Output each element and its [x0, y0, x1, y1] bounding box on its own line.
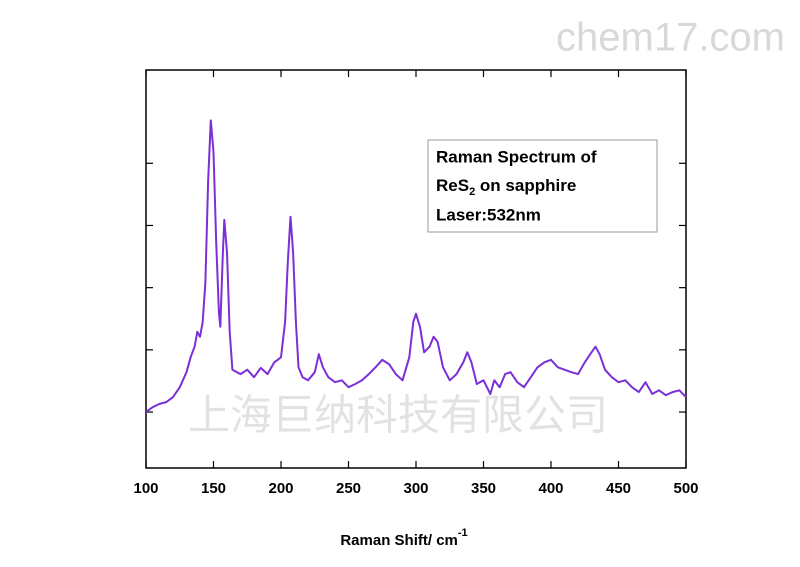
- x-tick-label: 250: [336, 480, 361, 497]
- x-tick-label: 350: [471, 480, 496, 497]
- x-tick-label: 400: [538, 480, 563, 497]
- annotation-part: on sapphire: [475, 176, 576, 195]
- annotation: Laser:532nm: [436, 205, 541, 224]
- x-tick-label: 200: [268, 480, 293, 497]
- annotation-part: ReS: [436, 176, 469, 195]
- annotation-box: [427, 139, 658, 233]
- x-tick-label: 150: [201, 480, 226, 497]
- watermark: chem17.com: [556, 16, 785, 60]
- spectrum-line: [145, 119, 687, 413]
- x-axis-label-superscript: -1: [458, 527, 468, 539]
- x-tick-label: 500: [673, 480, 698, 497]
- x-tick-label: 300: [403, 480, 428, 497]
- watermark: 上海巨纳科技有限公司: [188, 391, 608, 440]
- annotation-subscript: 2: [469, 186, 475, 198]
- x-tick-label: 100: [133, 480, 158, 497]
- x-axis-label-text: Raman Shift/ cm: [340, 532, 458, 549]
- annotation: Raman Spectrum of: [436, 147, 597, 166]
- x-tick-label: 450: [606, 480, 631, 497]
- x-axis-label: Raman Shift/ cm-1: [340, 527, 467, 549]
- annotation: ReS2 on sapphire: [436, 176, 576, 197]
